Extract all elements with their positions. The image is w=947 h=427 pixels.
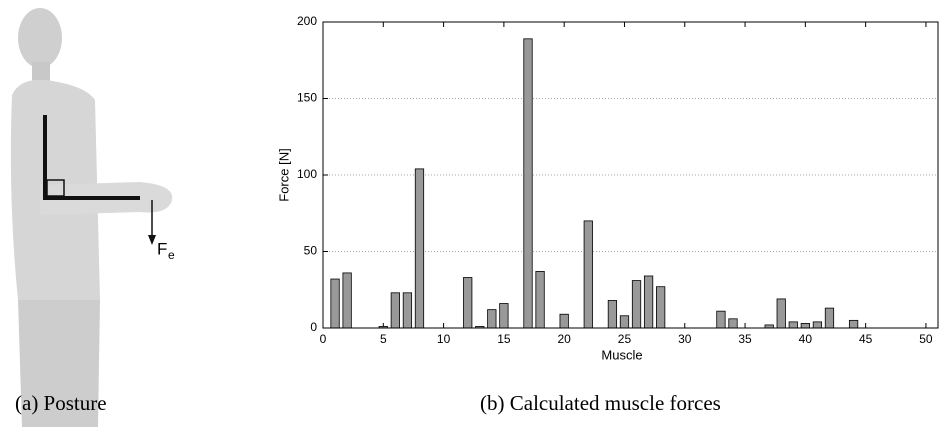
bar (716, 310, 726, 329)
x-tick-label: 30 (678, 332, 692, 346)
force-subscript: e (168, 248, 175, 262)
arrow-head (148, 235, 156, 245)
neck (32, 62, 50, 82)
x-tick-label: 25 (618, 332, 632, 346)
bar (559, 313, 569, 329)
bar (607, 300, 618, 329)
y-axis-label: Force [N] (276, 148, 291, 201)
caption: (a) Posture (15, 391, 107, 415)
human-figure: F e (10, 8, 175, 427)
bar (463, 277, 473, 329)
caption: (b) Calculated muscle forces (480, 391, 721, 415)
bar (812, 321, 823, 329)
x-tick-label: 20 (557, 332, 571, 346)
head (18, 8, 62, 68)
x-tick-label: 35 (738, 332, 752, 346)
bar (800, 323, 810, 329)
bar (619, 315, 630, 329)
bar (631, 280, 642, 329)
plot-frame (322, 21, 939, 329)
bar (487, 309, 497, 329)
bar (414, 168, 425, 329)
x-tick-label: 10 (437, 332, 451, 346)
bar (583, 220, 593, 329)
bar (776, 298, 786, 329)
bar (342, 272, 352, 329)
y-tick-label: 150 (297, 91, 317, 105)
x-tick-label: 5 (380, 332, 387, 346)
bar (728, 318, 738, 329)
bar (499, 303, 509, 329)
bar (788, 321, 798, 329)
bar (824, 307, 835, 329)
bar (402, 292, 413, 329)
legs (18, 300, 100, 427)
y-tick-label: 50 (304, 244, 318, 258)
bar (643, 275, 654, 329)
force-symbol: F (157, 239, 167, 258)
x-tick-label: 40 (799, 332, 813, 346)
y-tick-label: 100 (297, 167, 317, 181)
y-tick-label: 0 (310, 320, 317, 334)
x-tick-label: 0 (320, 332, 327, 346)
y-tick-label: 200 (297, 14, 317, 28)
bar (523, 38, 533, 329)
x-axis-label: Muscle (601, 347, 642, 362)
x-tick-label: 45 (859, 332, 873, 346)
bar (330, 278, 340, 329)
bar (848, 319, 859, 329)
bar (535, 270, 545, 329)
bar (390, 292, 400, 329)
right-angle (46, 179, 65, 197)
x-tick-label: 50 (919, 332, 933, 346)
bar (656, 286, 666, 329)
x-tick-label: 15 (497, 332, 511, 346)
